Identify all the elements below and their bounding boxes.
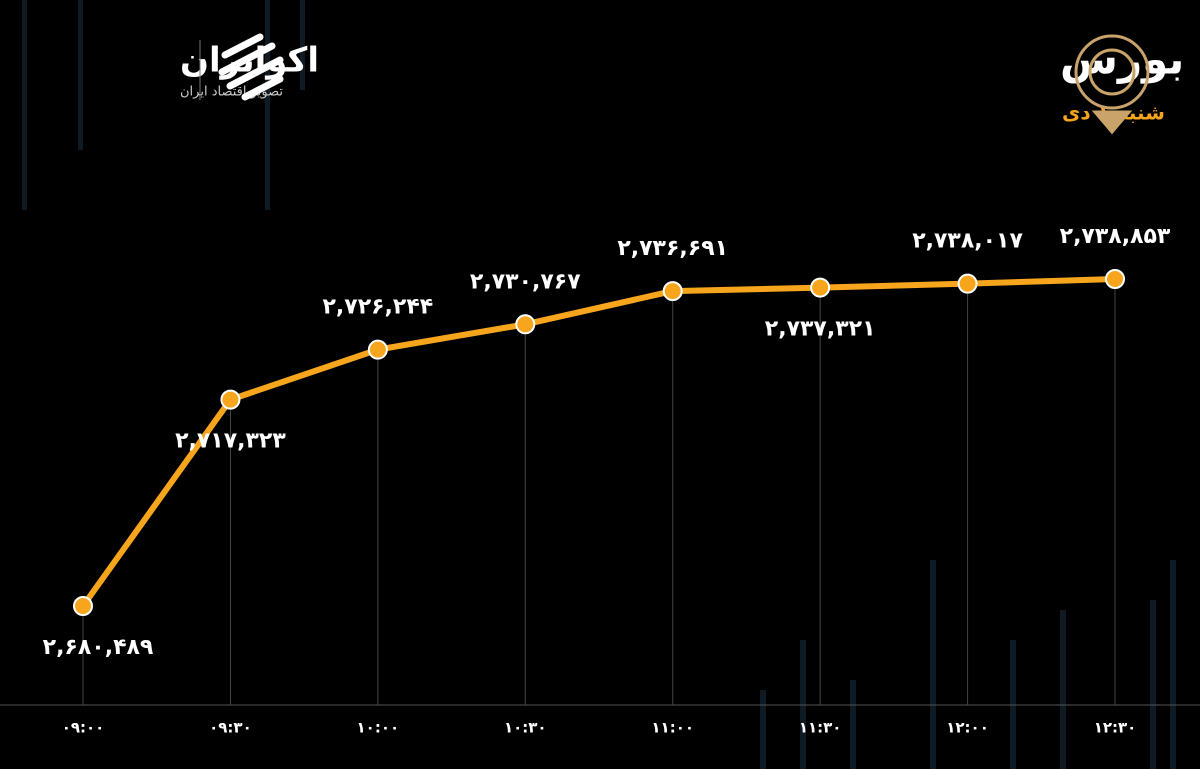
x-tick-label: ۰۹:۳۰: [209, 719, 252, 737]
series-line: [80, 276, 1116, 608]
data-label: ۲,۷۲۶,۲۴۴: [322, 295, 433, 320]
x-tick-label: ۱۲:۰۰: [946, 719, 989, 737]
brand-logo: [218, 33, 284, 101]
data-label: ۲,۷۳۰,۷۶۷: [470, 269, 581, 294]
data-label: ۲,۷۳۸,۸۵۳: [1060, 224, 1171, 249]
data-label: ۲,۷۳۷,۳۲۱: [765, 317, 876, 342]
data-point: [662, 281, 683, 302]
data-label: ۲,۷۱۷,۳۲۳: [175, 429, 286, 454]
x-tick-label: ۱۰:۳۰: [504, 719, 547, 737]
x-tick-label: ۱۱:۰۰: [651, 719, 694, 737]
data-point: [1105, 269, 1125, 289]
emblem: [1074, 34, 1150, 135]
x-tick-label: ۱۱:۳۰: [799, 719, 842, 737]
data-point: [367, 339, 388, 360]
x-tick-label: ۱۰:۰۰: [357, 719, 400, 737]
data-point: [220, 389, 241, 410]
data-point: [73, 596, 93, 616]
x-tick-label: ۰۹:۰۰: [62, 719, 105, 737]
data-point: [810, 277, 831, 298]
background-bars: [22, 0, 1176, 769]
data-label: ۲,۷۳۶,۶۹۱: [617, 236, 728, 261]
data-point: [957, 273, 978, 294]
data-point: [515, 314, 536, 335]
data-label: ۲,۶۸۰,۴۸۹: [43, 635, 154, 660]
x-tick-label: ۱۲:۳۰: [1094, 719, 1137, 737]
data-label: ۲,۷۳۸,۰۱۷: [912, 229, 1023, 254]
